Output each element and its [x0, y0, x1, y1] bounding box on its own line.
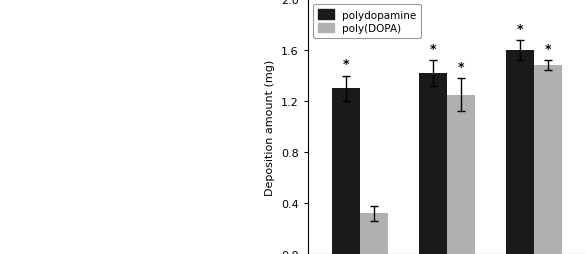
Bar [360, 213, 388, 254]
Y-axis label: Deposition amount (mg): Deposition amount (mg) [265, 59, 275, 195]
Bar [534, 66, 561, 254]
Text: *: * [343, 58, 349, 71]
Bar [332, 89, 360, 254]
Text: *: * [544, 43, 551, 56]
Bar [447, 95, 475, 254]
Text: *: * [430, 43, 436, 56]
Text: *: * [458, 61, 464, 74]
Bar [506, 51, 534, 254]
Bar [419, 74, 447, 254]
Legend: polydopamine, poly(DOPA): polydopamine, poly(DOPA) [313, 5, 421, 39]
Text: *: * [517, 23, 523, 36]
